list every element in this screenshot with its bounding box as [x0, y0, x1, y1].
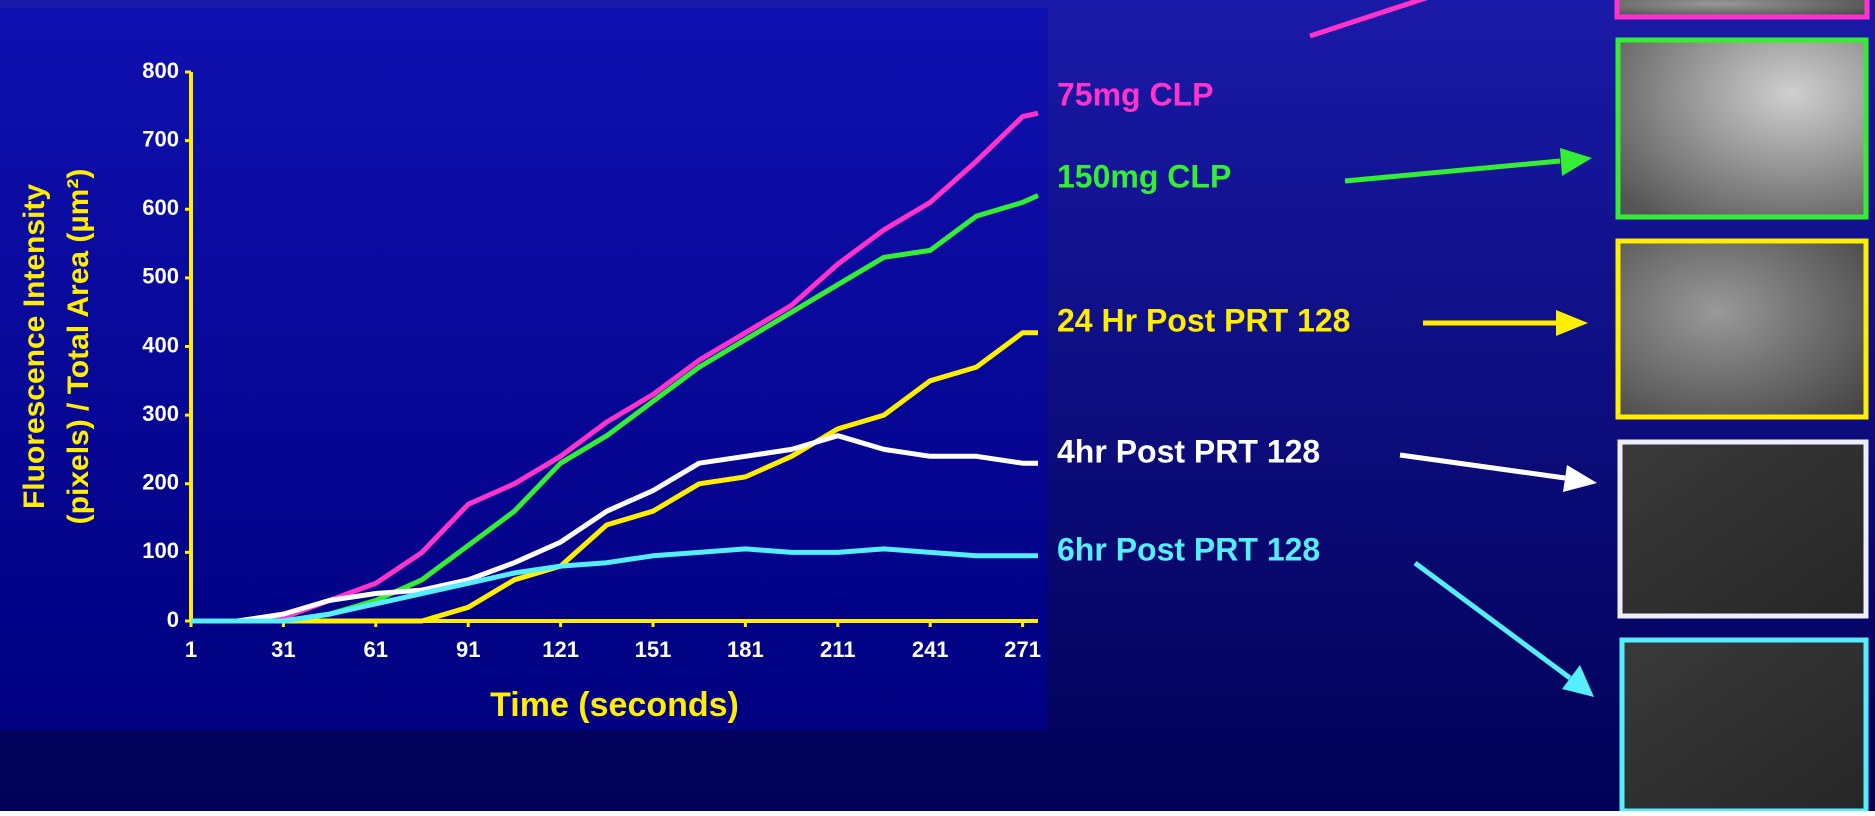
x-tick-label: 31: [271, 637, 295, 662]
x-tick-label: 61: [364, 637, 388, 662]
x-tick-label: 91: [456, 637, 480, 662]
y-tick-label: 0: [167, 607, 179, 632]
legend-label: 75mg CLP: [1057, 76, 1213, 112]
x-tick-label: 151: [635, 637, 672, 662]
legend-label: 150mg CLP: [1057, 158, 1231, 194]
y-tick-label: 100: [142, 538, 179, 563]
legend-label: 4hr Post PRT 128: [1057, 433, 1320, 469]
x-tick-label: 241: [912, 637, 949, 662]
y-tick-label: 200: [142, 470, 179, 495]
thumbnail: [1617, 0, 1867, 17]
x-tick-label: 1: [185, 637, 197, 662]
y-tick-label: 700: [142, 126, 179, 151]
y-tick-label: 400: [142, 332, 179, 357]
x-tick-label: 211: [820, 637, 856, 662]
y-tick-label: 600: [142, 195, 179, 220]
x-tick-label: 271: [1004, 637, 1041, 662]
page: 0 100 200 300 400 500 600 700 800 1 31 61 91 121 151 18…: [0, 0, 1875, 811]
x-tick-label: 121: [542, 637, 579, 662]
y-axis-title: (pixels) / Total Area (µm²): [62, 169, 95, 525]
y-tick-label: 800: [142, 58, 179, 83]
thumbnail: [1618, 241, 1866, 417]
y-tick-label: 500: [142, 264, 179, 289]
thumbnail: [1618, 40, 1866, 217]
y-tick-label: 300: [142, 401, 179, 426]
legend-label: 24 Hr Post PRT 128: [1057, 302, 1350, 338]
y-axis-title: Fluorescence Intensity: [18, 184, 51, 509]
x-axis-title: Time (seconds): [490, 686, 739, 724]
slide: 0 100 200 300 400 500 600 700 800 1 31 61 91 121 151 18…: [0, 0, 1875, 811]
legend-label: 6hr Post PRT 128: [1057, 531, 1320, 567]
thumbnail: [1620, 442, 1866, 616]
x-tick-label: 181: [727, 637, 764, 662]
thumbnails: [1617, 0, 1867, 811]
thumbnail: [1622, 640, 1866, 811]
